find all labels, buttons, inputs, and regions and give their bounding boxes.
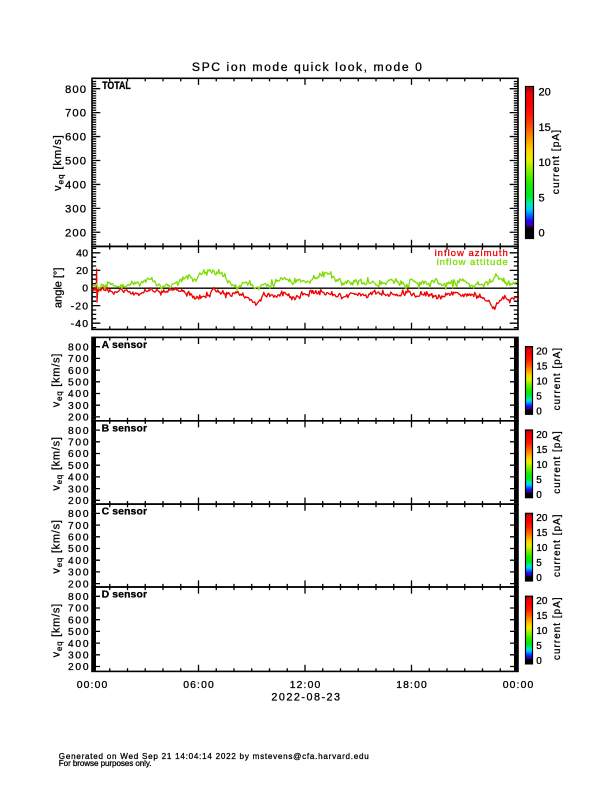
svg-text:15: 15 (536, 362, 548, 373)
svg-text:inflow attitude: inflow attitude (437, 257, 508, 268)
svg-text:200: 200 (68, 413, 89, 424)
svg-text:current [pA]: current [pA] (552, 348, 563, 411)
svg-text:20: 20 (536, 430, 548, 441)
svg-text:current [pA]: current [pA] (551, 130, 562, 195)
svg-text:5: 5 (536, 641, 542, 652)
svg-text:A sensor: A sensor (102, 340, 147, 351)
svg-text:20: 20 (536, 347, 548, 358)
svg-text:200: 200 (68, 496, 89, 507)
svg-text:200: 200 (68, 662, 89, 673)
svg-text:600: 600 (68, 449, 89, 460)
svg-text:15: 15 (539, 122, 551, 134)
svg-text:0: 0 (82, 284, 88, 295)
svg-text:700: 700 (68, 437, 89, 448)
svg-text:800: 800 (65, 84, 86, 96)
svg-text:500: 500 (65, 156, 86, 168)
svg-text:200: 200 (68, 579, 89, 590)
svg-text:15: 15 (536, 528, 548, 539)
svg-text:inflow azimuth: inflow azimuth (435, 248, 508, 259)
svg-text:-20: -20 (71, 301, 89, 312)
svg-text:current [pA]: current [pA] (552, 431, 563, 494)
svg-text:D sensor: D sensor (102, 590, 147, 601)
svg-text:800: 800 (68, 426, 89, 437)
svg-text:700: 700 (65, 108, 86, 120)
svg-text:400: 400 (68, 556, 89, 567)
svg-text:600: 600 (65, 132, 86, 144)
svg-text:600: 600 (68, 366, 89, 377)
svg-text:2022-08-23: 2022-08-23 (271, 691, 340, 703)
svg-text:300: 300 (68, 650, 89, 661)
svg-text:300: 300 (65, 203, 86, 215)
svg-text:angle [°]: angle [°] (53, 268, 65, 308)
svg-text:5: 5 (536, 475, 542, 486)
svg-text:400: 400 (68, 389, 89, 400)
svg-text:500: 500 (68, 461, 89, 472)
svg-text:00:00: 00:00 (503, 680, 534, 691)
svg-text:00:00: 00:00 (77, 680, 108, 691)
svg-text:400: 400 (68, 639, 89, 650)
svg-text:300: 300 (68, 401, 89, 412)
svg-text:B sensor: B sensor (102, 423, 147, 434)
svg-text:20: 20 (539, 87, 551, 99)
svg-text:current [pA]: current [pA] (552, 597, 563, 660)
svg-text:0: 0 (536, 406, 542, 417)
svg-text:400: 400 (65, 179, 86, 191)
svg-text:06:00: 06:00 (183, 680, 214, 691)
svg-text:500: 500 (68, 627, 89, 638)
svg-text:20: 20 (76, 266, 88, 277)
svg-text:800: 800 (68, 342, 89, 353)
svg-text:800: 800 (68, 509, 89, 520)
svg-text:12:00: 12:00 (290, 680, 321, 691)
svg-text:800: 800 (68, 592, 89, 603)
svg-text:10: 10 (536, 626, 548, 637)
svg-text:700: 700 (68, 354, 89, 365)
svg-text:10: 10 (539, 157, 551, 169)
svg-text:600: 600 (68, 615, 89, 626)
svg-text:C sensor: C sensor (102, 507, 147, 518)
svg-text:10: 10 (536, 543, 548, 554)
svg-text:-40: -40 (71, 319, 89, 330)
svg-text:700: 700 (68, 604, 89, 615)
svg-text:0: 0 (536, 573, 542, 584)
svg-text:15: 15 (536, 445, 548, 456)
svg-text:15: 15 (536, 611, 548, 622)
svg-text:400: 400 (68, 473, 89, 484)
svg-text:0: 0 (536, 490, 542, 501)
svg-text:Generated on Wed Sep 21 14:04:: Generated on Wed Sep 21 14:04:14 2022 by… (59, 752, 369, 761)
svg-text:20: 20 (536, 513, 548, 524)
svg-text:current [pA]: current [pA] (552, 514, 563, 577)
svg-text:40: 40 (76, 249, 88, 260)
svg-text:20: 20 (536, 596, 548, 607)
svg-text:10: 10 (536, 376, 548, 387)
svg-text:5: 5 (539, 192, 545, 204)
svg-text:0: 0 (539, 228, 545, 240)
svg-text:300: 300 (68, 484, 89, 495)
svg-text:500: 500 (68, 377, 89, 388)
svg-text:300: 300 (68, 568, 89, 579)
svg-text:200: 200 (65, 227, 86, 239)
svg-text:For browse purposes only.: For browse purposes only. (59, 759, 152, 768)
svg-text:10: 10 (536, 460, 548, 471)
svg-text:TOTAL: TOTAL (102, 80, 131, 92)
svg-text:SPC ion mode quick look, mode: SPC ion mode quick look, mode 0 (192, 60, 422, 74)
svg-text:18:00: 18:00 (396, 680, 427, 691)
svg-text:5: 5 (536, 558, 542, 569)
svg-text:5: 5 (536, 391, 542, 402)
svg-text:700: 700 (68, 521, 89, 532)
svg-text:0: 0 (536, 656, 542, 667)
svg-text:600: 600 (68, 532, 89, 543)
svg-text:500: 500 (68, 544, 89, 555)
